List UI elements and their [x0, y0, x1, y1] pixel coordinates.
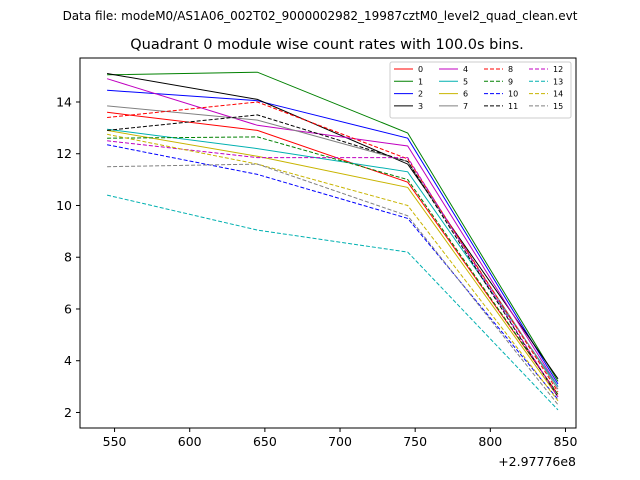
series-line-1: [107, 71, 559, 382]
legend-label-2: 2: [418, 90, 423, 99]
series-line-8: [107, 101, 559, 393]
series-line-6: [107, 129, 559, 398]
legend-label-13: 13: [553, 77, 563, 86]
legend-label-11: 11: [508, 102, 518, 111]
legend-label-10: 10: [508, 90, 518, 99]
legend-label-6: 6: [463, 90, 468, 99]
y-tick-label: 4: [64, 353, 72, 368]
series-line-3: [107, 73, 559, 380]
x-tick-label: 600: [178, 434, 202, 449]
suptitle: Data file: modeM0/AS1A06_002T02_90000029…: [63, 9, 578, 23]
y-tick-label: 8: [64, 250, 72, 265]
legend-label-1: 1: [418, 77, 423, 86]
series-line-2: [107, 89, 559, 385]
y-axis: 2 4 6 8 10 12 14: [56, 94, 80, 420]
series-line-10: [107, 144, 559, 400]
x-tick-label: 550: [103, 434, 127, 449]
legend-label-7: 7: [463, 102, 468, 111]
series-line-9: [107, 136, 559, 395]
legend-label-5: 5: [463, 77, 468, 86]
chart-title: Quadrant 0 module wise count rates with …: [130, 37, 524, 53]
x-offset-label: +2.97776e8: [498, 454, 576, 469]
series-line-13: [106, 194, 559, 411]
x-tick-label: 850: [554, 434, 578, 449]
x-axis: 550 600 650 700 750 800 850: [103, 428, 578, 449]
series-line-0: [107, 111, 559, 395]
series-line-14: [107, 133, 559, 402]
legend-label-3: 3: [418, 102, 423, 111]
plot-frame: [79, 57, 577, 429]
legend-label-14: 14: [553, 90, 563, 99]
x-tick-label: 650: [253, 434, 277, 449]
series-line-12: [107, 140, 559, 398]
series-lines: [106, 71, 559, 411]
y-tick-label: 6: [64, 301, 72, 316]
series-line-15: [107, 163, 559, 406]
x-tick-label: 700: [328, 434, 352, 449]
x-tick-label: 800: [478, 434, 502, 449]
series-line-5: [107, 128, 559, 387]
series-line-11: [107, 114, 559, 398]
legend-label-8: 8: [508, 65, 513, 74]
y-tick-label: 12: [56, 146, 72, 161]
legend-label-9: 9: [508, 77, 513, 86]
legend-label-4: 4: [463, 65, 468, 74]
y-tick-label: 10: [56, 198, 72, 213]
legend-label-15: 15: [553, 102, 563, 111]
y-tick-label: 2: [64, 405, 72, 420]
legend-label-0: 0: [418, 65, 423, 74]
legend-frame: [389, 61, 572, 119]
x-tick-label: 750: [403, 434, 427, 449]
y-tick-label: 14: [56, 94, 72, 109]
series-line-4: [106, 78, 559, 387]
legend-label-12: 12: [553, 65, 563, 74]
